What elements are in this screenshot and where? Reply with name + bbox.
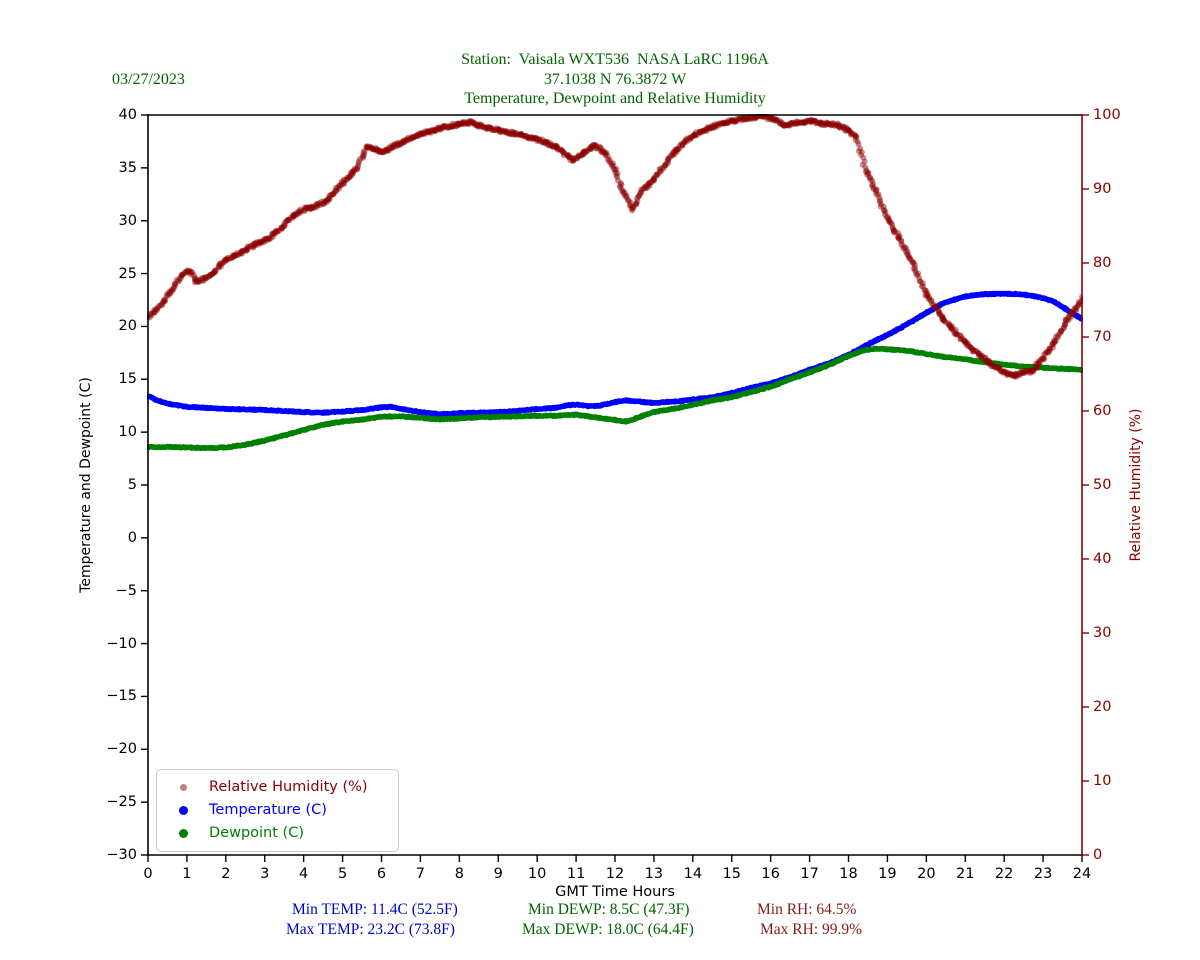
legend-marker-wrap — [157, 829, 209, 838]
legend-marker-wrap — [157, 784, 209, 791]
stat-min-temp: Min TEMP: 11.4C (52.5F) — [292, 901, 458, 918]
title-station-line: Station: Vaisala WXT536 NASA LaRC 1196A — [461, 51, 769, 68]
stat-max-dewp: Max DEWP: 18.0C (64.4F) — [522, 921, 694, 938]
stat-max-rh: Max RH: 99.9% — [760, 921, 863, 938]
chart-legend: Relative Humidity (%) Temperature (C) De… — [156, 769, 399, 852]
date-label: 03/27/2023 — [112, 71, 185, 88]
series-relative-humidity — [147, 114, 1083, 380]
legend-label-temperature: Temperature (C) — [209, 802, 327, 818]
chart-title: Station: Vaisala WXT536 NASA LaRC 1196A … — [0, 50, 1200, 109]
temperature-dot-icon — [178, 806, 188, 815]
legend-label-relative-humidity: Relative Humidity (%) — [209, 779, 368, 795]
legend-label-dewpoint: Dewpoint (C) — [209, 825, 304, 841]
legend-item-dewpoint: Dewpoint (C) — [157, 822, 398, 845]
title-coordinates-line: 37.1038 N 76.3872 W — [543, 70, 687, 88]
y-left-axis-label: Temperature and Dewpoint (C) — [78, 377, 94, 593]
y-right-axis-label: Relative Humidity (%) — [1128, 408, 1144, 562]
stat-min-dewp: Min DEWP: 8.5C (47.3F) — [528, 901, 690, 918]
legend-marker-wrap — [157, 806, 209, 815]
series-dewpoint — [147, 345, 1083, 452]
title-subtitle-line: Temperature, Dewpoint and Relative Humid… — [464, 90, 766, 107]
stat-max-temp: Max TEMP: 23.2C (73.8F) — [286, 921, 455, 938]
humidity-dot-icon — [179, 784, 187, 791]
x-axis-label: GMT Time Hours — [555, 884, 675, 900]
dewpoint-dot-icon — [178, 829, 188, 838]
legend-item-temperature: Temperature (C) — [157, 799, 398, 822]
legend-item-relative-humidity: Relative Humidity (%) — [157, 776, 398, 799]
stat-min-rh: Min RH: 64.5% — [757, 901, 857, 918]
